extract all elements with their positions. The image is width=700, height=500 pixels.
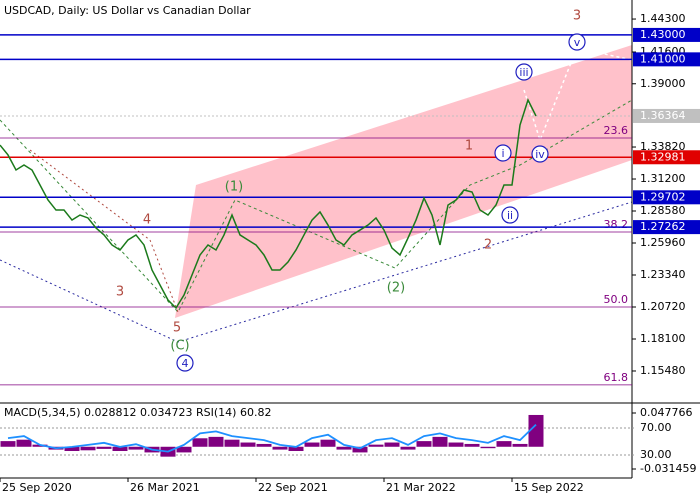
fib-label: 61.8 bbox=[604, 371, 629, 384]
macd-bar bbox=[80, 446, 96, 451]
wave-label: (C) bbox=[170, 339, 189, 354]
macd-bar bbox=[288, 446, 304, 452]
macd-bar bbox=[304, 442, 320, 447]
y-tick-label: -0.031459 bbox=[640, 462, 696, 475]
macd-bar bbox=[96, 446, 112, 449]
level-box bbox=[633, 52, 700, 67]
channel bbox=[175, 45, 632, 318]
wave-circle bbox=[176, 354, 194, 372]
wave-label: 2 bbox=[484, 238, 492, 253]
macd-bar bbox=[464, 443, 480, 447]
macd-bar bbox=[512, 443, 528, 447]
macd-bar bbox=[448, 442, 464, 447]
wave-label: 3 bbox=[573, 9, 581, 24]
level-label: 1.27262 bbox=[640, 220, 686, 233]
wave-label: (2) bbox=[387, 281, 405, 296]
macd-bar bbox=[128, 446, 144, 450]
price-line bbox=[0, 98, 537, 310]
x-tick-label: 21 Mar 2022 bbox=[386, 481, 456, 494]
y-tick-label: 0.047766 bbox=[640, 406, 693, 419]
y-tick-label: 1.33820 bbox=[640, 140, 686, 153]
wave-label: iv bbox=[535, 148, 545, 161]
wave-line bbox=[0, 99, 633, 313]
fib-label: 50.0 bbox=[604, 293, 629, 306]
macd-bar bbox=[352, 446, 368, 453]
fib-label: 38.2 bbox=[604, 218, 629, 231]
x-tick-label: 22 Sep 2021 bbox=[258, 481, 328, 494]
y-tick-label: 1.23340 bbox=[640, 268, 686, 281]
macd-bar bbox=[272, 446, 288, 450]
x-tick-label: 15 Sep 2022 bbox=[514, 481, 584, 494]
wave-label: ii bbox=[507, 209, 513, 222]
wave-circle bbox=[494, 144, 512, 162]
wave-label: 3 bbox=[116, 285, 124, 300]
level-box bbox=[633, 220, 700, 235]
macd-bar bbox=[496, 441, 512, 447]
level-label: 1.36364 bbox=[640, 109, 686, 122]
rsi-line bbox=[7, 423, 537, 453]
y-tick-label: 1.44300 bbox=[640, 12, 686, 25]
macd-bar bbox=[192, 438, 208, 447]
y-tick-label: 1.28580 bbox=[640, 204, 686, 217]
macd-bar bbox=[176, 446, 192, 453]
wave-label: 1 bbox=[465, 139, 473, 154]
wave-circle bbox=[531, 145, 549, 163]
wave-label: (1) bbox=[225, 180, 243, 195]
wave-label: 4 bbox=[182, 357, 189, 370]
wave-label: 4 bbox=[143, 213, 151, 228]
macd-bar bbox=[336, 446, 352, 450]
wave-line bbox=[29, 149, 179, 313]
indicator-title: MACD(5,34,5) 0.028812 0.034723 RSI(14) 6… bbox=[4, 406, 271, 419]
wave-circle bbox=[501, 206, 519, 224]
support-line bbox=[0, 201, 633, 343]
macd-bar bbox=[208, 436, 224, 447]
level-label: 1.32981 bbox=[640, 150, 686, 163]
macd-bar bbox=[112, 446, 128, 452]
macd-bar bbox=[400, 446, 416, 450]
y-tick-label: 1.31200 bbox=[640, 172, 686, 185]
y2-tick-label: 70.00 bbox=[640, 421, 672, 434]
level-box bbox=[633, 150, 700, 165]
wave-label: iii bbox=[519, 66, 528, 79]
level-label: 1.43000 bbox=[640, 28, 686, 41]
macd-bar bbox=[240, 442, 256, 447]
y-tick-label: 1.20720 bbox=[640, 300, 686, 313]
y-tick-label: 1.15480 bbox=[640, 364, 686, 377]
macd-bar bbox=[320, 439, 336, 447]
macd-bar bbox=[432, 436, 448, 447]
level-label: 1.29702 bbox=[640, 190, 686, 203]
macd-bar bbox=[384, 442, 400, 447]
level-box bbox=[633, 190, 700, 205]
wave-circle bbox=[515, 63, 533, 81]
wave-label: i bbox=[501, 147, 504, 160]
level-label: 1.41000 bbox=[640, 52, 686, 65]
macd-bar bbox=[416, 441, 432, 447]
wave-label: 5 bbox=[173, 321, 181, 336]
level-box bbox=[633, 108, 700, 123]
macd-bar bbox=[368, 444, 384, 447]
macd-bar bbox=[480, 446, 496, 449]
projection-line bbox=[523, 47, 633, 143]
fib-label: 23.6 bbox=[604, 124, 629, 137]
y-tick-label: 1.25960 bbox=[640, 236, 686, 249]
wave-label: v bbox=[574, 36, 581, 49]
macd-bar bbox=[64, 446, 80, 452]
y-tick-label: 1.39000 bbox=[640, 77, 686, 90]
macd-bar bbox=[256, 443, 272, 447]
x-tick-label: 26 Mar 2021 bbox=[130, 481, 200, 494]
y-tick-label: 1.18100 bbox=[640, 332, 686, 345]
macd-bar bbox=[0, 441, 16, 447]
wave-circle bbox=[568, 33, 586, 51]
chart-title: USDCAD, Daily: US Dollar vs Canadian Dol… bbox=[4, 4, 251, 17]
macd-bar bbox=[16, 439, 32, 447]
y2-tick-label: 30.00 bbox=[640, 448, 672, 461]
macd-bar bbox=[528, 414, 544, 447]
macd-bar bbox=[224, 439, 240, 447]
level-box bbox=[633, 27, 700, 42]
x-tick-label: 25 Sep 2020 bbox=[2, 481, 72, 494]
